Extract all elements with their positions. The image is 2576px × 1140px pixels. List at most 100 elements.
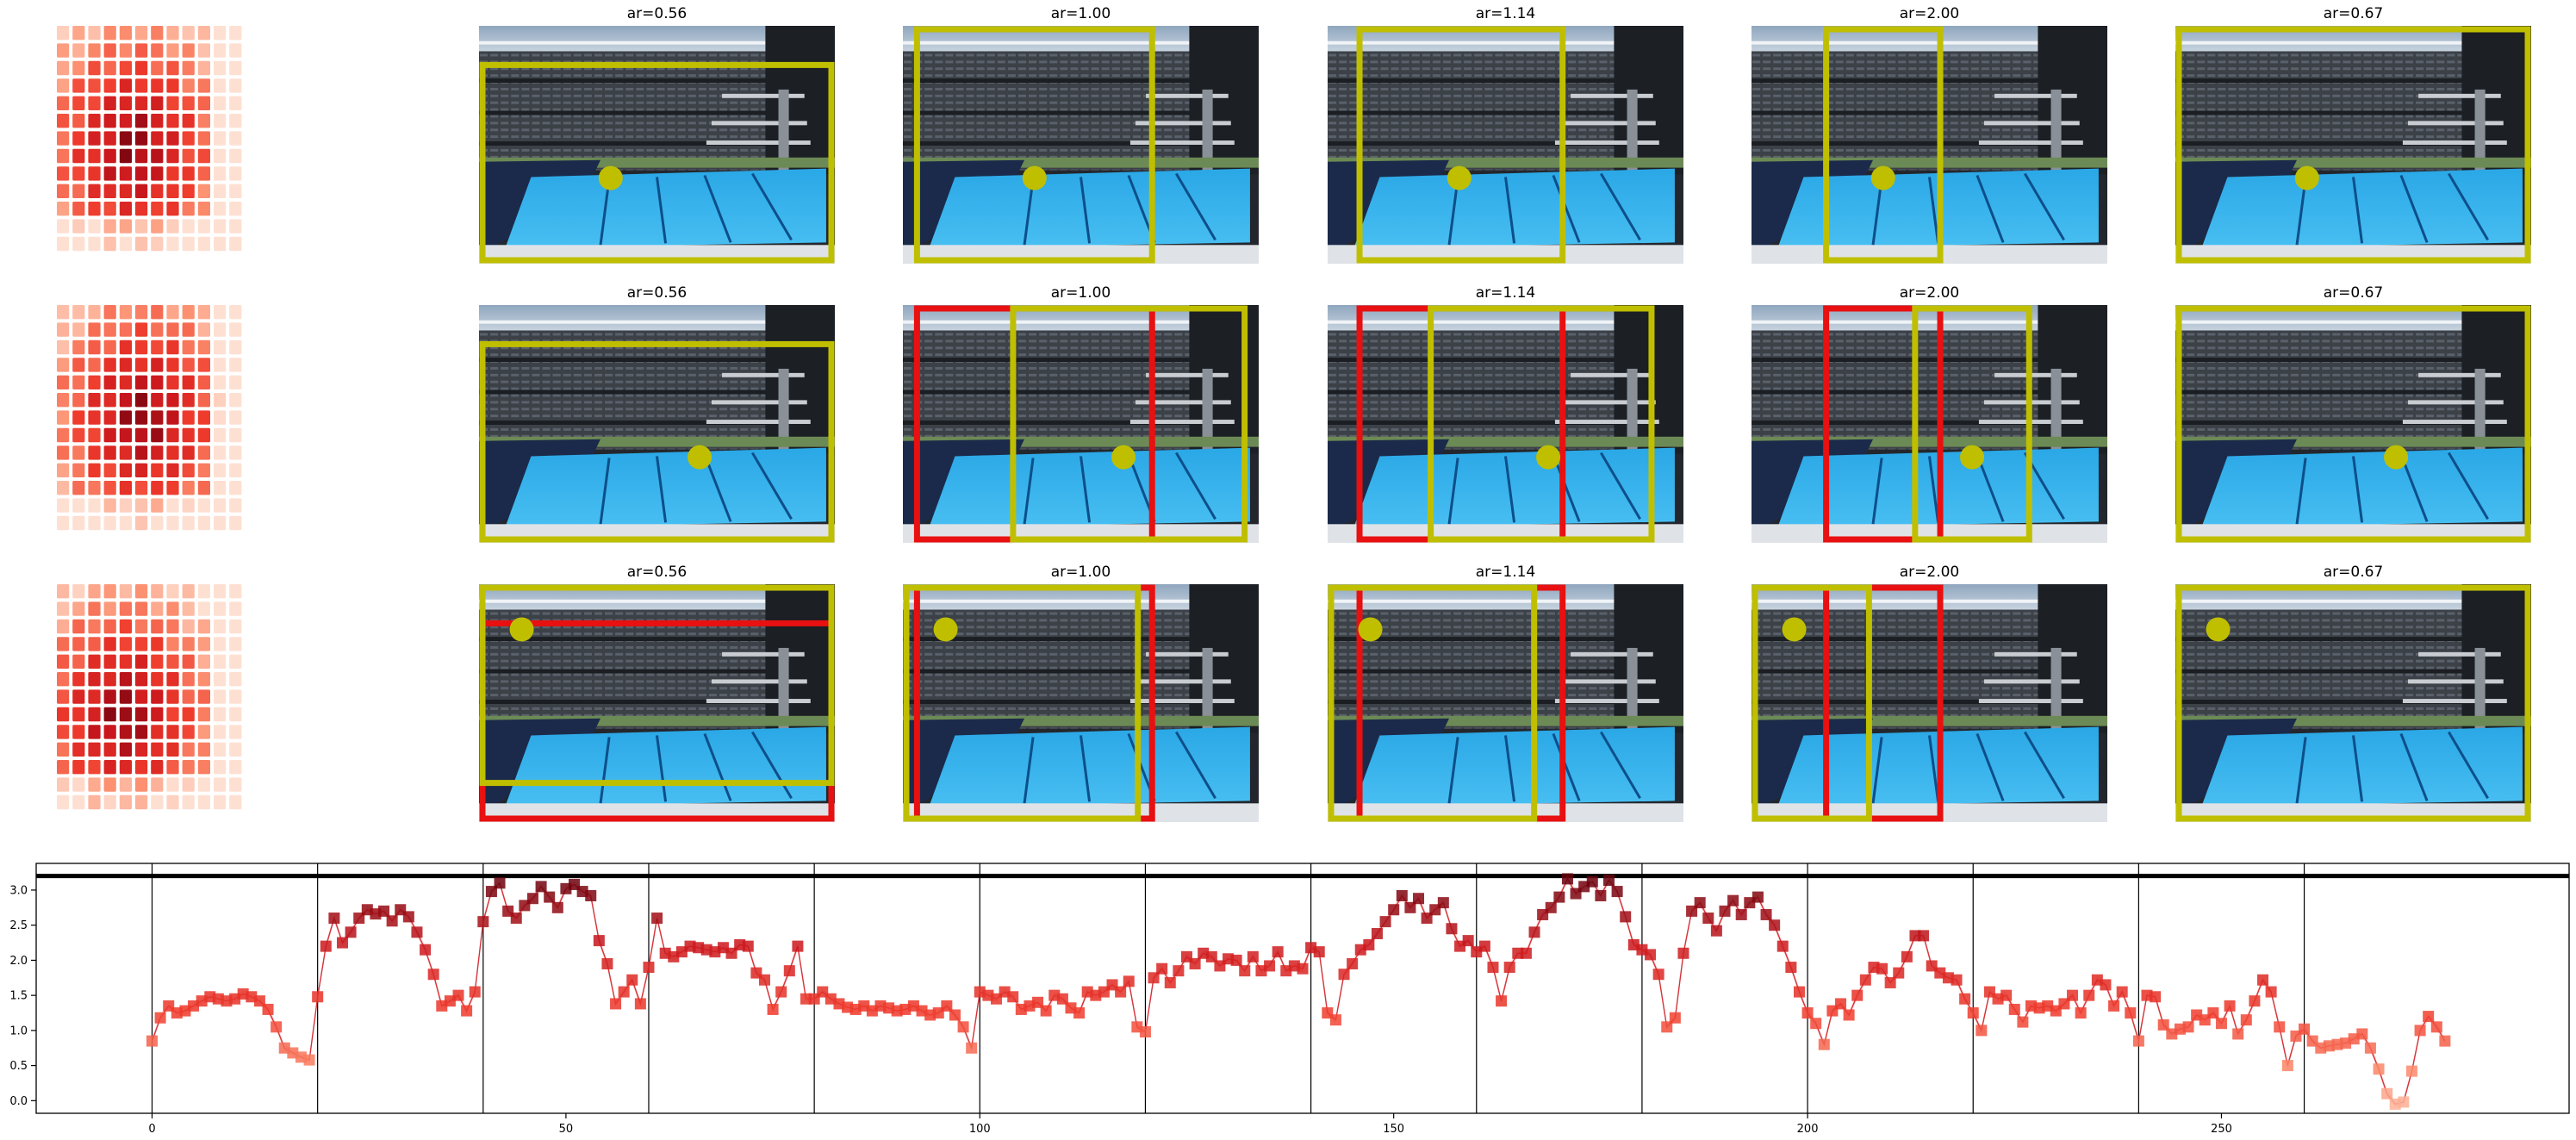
data-point	[1835, 998, 1847, 1010]
heatmap-cell	[151, 131, 164, 146]
yellow-crop-box	[479, 340, 835, 543]
heatmap-cell	[151, 96, 164, 110]
heatmap-cell	[214, 96, 227, 110]
panel-title: ar=0.56	[627, 284, 688, 302]
heatmap-cell	[72, 184, 85, 198]
heatmap-cell	[197, 322, 210, 337]
heatmap-cell	[135, 26, 148, 40]
heatmap-cell	[229, 305, 242, 320]
heatmap-cell	[72, 601, 85, 616]
data-point	[2058, 998, 2070, 1010]
panel-title: ar=2.00	[1900, 284, 1960, 302]
heatmap-cell	[119, 689, 132, 704]
heatmap-cell	[229, 689, 242, 704]
heatmap-cell	[166, 427, 179, 443]
data-point	[1760, 908, 1772, 920]
heatmap-cell	[119, 498, 132, 513]
data-point	[2356, 1028, 2368, 1040]
data-point	[1189, 957, 1201, 969]
heatmap-cell	[72, 131, 85, 146]
heatmap-cell	[103, 393, 116, 408]
data-point	[2008, 1003, 2020, 1015]
heatmap-cell	[135, 619, 148, 634]
heatmap-cell	[229, 375, 242, 389]
heatmap-cell	[57, 777, 70, 792]
heatmap-cell	[197, 707, 210, 722]
heatmap-cell	[229, 236, 242, 252]
heatmap-cell	[135, 794, 148, 810]
data-point	[1859, 974, 1871, 986]
data-point	[378, 905, 390, 917]
heatmap-cell	[229, 219, 242, 234]
heatmap-cell	[214, 131, 227, 146]
pool-photo	[1752, 26, 2107, 264]
pool-photo	[479, 584, 835, 822]
y-tick-label: 2.0	[9, 955, 28, 968]
heatmap-cell	[229, 427, 242, 443]
data-point	[957, 1021, 969, 1033]
heatmap-cell	[182, 184, 195, 198]
heatmap-cell	[135, 445, 148, 460]
heatmap-cell	[151, 515, 164, 531]
data-point	[1686, 905, 1698, 917]
data-point	[1313, 946, 1325, 958]
heatmap-cell	[72, 794, 85, 810]
heatmap-cell	[88, 654, 101, 669]
heatmap-cell	[135, 689, 148, 704]
heatmap-cell	[197, 463, 210, 477]
heatmap-cell	[214, 202, 227, 216]
y-tick-label: 0.5	[9, 1060, 28, 1073]
heatmap-cell	[135, 60, 148, 76]
heatmap-cell	[103, 601, 116, 616]
image-panel: ar=1.14	[1328, 5, 1683, 264]
heatmap-cell	[57, 637, 70, 651]
heatmap-cell	[197, 166, 210, 181]
data-point	[1437, 897, 1449, 909]
heatmap-cell	[166, 305, 179, 320]
data-point	[1702, 913, 1714, 925]
heatmap-cell	[151, 707, 164, 722]
heatmap-cell	[166, 760, 179, 775]
heatmap-cell	[151, 236, 164, 252]
heatmap-cell	[135, 498, 148, 513]
heatmap-cell	[135, 375, 148, 389]
heatmap-cell	[197, 131, 210, 146]
data-point	[1247, 950, 1259, 962]
focus-dot	[688, 445, 712, 470]
data-point	[593, 935, 605, 947]
heatmap-cell	[57, 481, 70, 495]
data-point	[941, 1000, 953, 1012]
data-point	[535, 881, 547, 893]
data-point	[1893, 967, 1905, 979]
panel-title: ar=1.00	[1051, 5, 1111, 22]
heatmap-cell	[103, 637, 116, 651]
heatmap-cell	[119, 760, 132, 775]
data-point	[1404, 901, 1416, 913]
image-panel: ar=1.00	[903, 5, 1259, 264]
heatmap-cell	[72, 340, 85, 355]
heatmap-cell	[151, 78, 164, 93]
data-point	[312, 991, 324, 1003]
heatmap-cell	[229, 184, 242, 198]
data-point	[1901, 950, 1913, 962]
heatmap-cell	[72, 236, 85, 252]
focus-dot	[2206, 617, 2231, 642]
data-point	[253, 995, 265, 1007]
heatmap-cell	[151, 654, 164, 669]
data-point	[1520, 947, 1532, 959]
heatmap-cell	[151, 322, 164, 337]
heatmap-cell	[151, 340, 164, 355]
heatmap-cell	[182, 654, 195, 669]
heatmap-cell	[197, 760, 210, 775]
image-panel: ar=0.67	[2175, 5, 2531, 264]
data-point	[585, 889, 597, 901]
data-point	[1769, 919, 1781, 931]
data-point	[1379, 916, 1391, 928]
heatmap-cell	[119, 202, 132, 216]
heatmap-cell	[103, 202, 116, 216]
data-point	[1553, 891, 1565, 903]
heatmap-cell	[214, 498, 227, 513]
panel-title: ar=0.67	[2324, 564, 2384, 581]
heatmap-cell	[72, 481, 85, 495]
pool-photo	[1328, 584, 1683, 822]
